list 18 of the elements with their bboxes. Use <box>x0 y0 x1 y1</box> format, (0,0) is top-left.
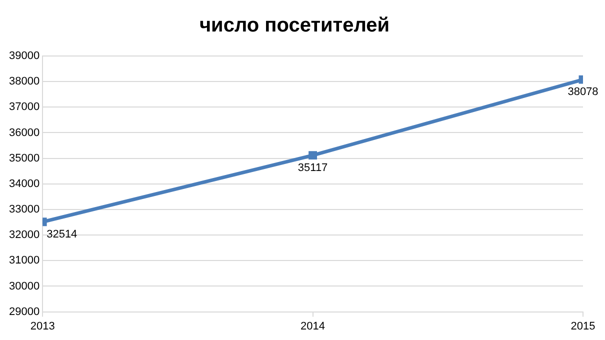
y-tick-label: 35000 <box>8 152 40 164</box>
y-tick-label: 29000 <box>8 306 40 318</box>
data-label: 32514 <box>46 228 78 240</box>
y-tick-label: 30000 <box>8 280 40 292</box>
y-tick-label: 31000 <box>8 254 40 267</box>
y-tick-label: 37000 <box>8 101 40 114</box>
y-tick-label: 38000 <box>8 76 40 88</box>
y-tick-label: 33000 <box>8 204 40 216</box>
data-label: 35117 <box>298 162 328 174</box>
y-tick-label: 36000 <box>8 126 40 139</box>
x-tick-label: 2013 <box>30 320 55 332</box>
x-tick-label: 2015 <box>570 320 596 332</box>
y-tick-label: 32000 <box>8 229 40 242</box>
y-tick-label: 39000 <box>8 50 40 62</box>
chart-title: число посетителей <box>199 14 390 37</box>
x-tick-label: 2014 <box>300 320 326 332</box>
data-label: 38078 <box>568 86 598 98</box>
y-tick-label: 34000 <box>8 178 40 190</box>
